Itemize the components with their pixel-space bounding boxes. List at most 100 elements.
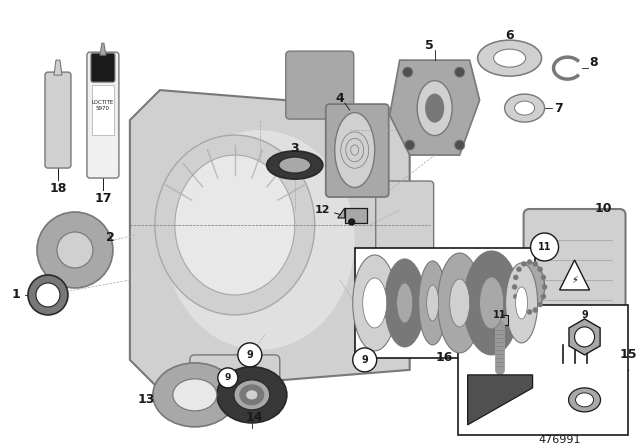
FancyBboxPatch shape bbox=[190, 355, 280, 415]
Text: 18: 18 bbox=[49, 181, 67, 194]
Polygon shape bbox=[559, 260, 589, 290]
Text: 476991: 476991 bbox=[538, 435, 581, 445]
Text: 2: 2 bbox=[106, 232, 115, 245]
Polygon shape bbox=[338, 208, 345, 218]
Ellipse shape bbox=[363, 278, 387, 328]
Ellipse shape bbox=[506, 263, 538, 343]
Circle shape bbox=[218, 368, 238, 388]
Circle shape bbox=[454, 67, 465, 77]
Text: 13: 13 bbox=[138, 393, 155, 406]
Circle shape bbox=[533, 307, 538, 313]
Circle shape bbox=[541, 275, 546, 280]
Ellipse shape bbox=[477, 40, 541, 76]
Ellipse shape bbox=[165, 130, 355, 350]
FancyBboxPatch shape bbox=[376, 181, 434, 269]
Circle shape bbox=[513, 294, 518, 299]
Ellipse shape bbox=[175, 155, 295, 295]
Ellipse shape bbox=[279, 157, 311, 173]
Ellipse shape bbox=[240, 385, 264, 405]
Circle shape bbox=[516, 267, 522, 272]
Text: LOCTITE
5970: LOCTITE 5970 bbox=[92, 100, 114, 111]
Text: 14: 14 bbox=[246, 411, 264, 424]
Circle shape bbox=[522, 261, 526, 267]
Circle shape bbox=[512, 284, 517, 289]
Circle shape bbox=[575, 327, 595, 347]
Polygon shape bbox=[130, 90, 410, 390]
Ellipse shape bbox=[234, 380, 270, 410]
Circle shape bbox=[454, 140, 465, 150]
Text: 17: 17 bbox=[94, 192, 111, 205]
Ellipse shape bbox=[173, 379, 217, 411]
Ellipse shape bbox=[516, 287, 527, 319]
Ellipse shape bbox=[28, 275, 68, 315]
Bar bbox=[355, 248, 534, 358]
Text: 9: 9 bbox=[246, 350, 253, 360]
Bar bbox=[555, 345, 595, 365]
Ellipse shape bbox=[246, 390, 258, 400]
Ellipse shape bbox=[504, 94, 545, 122]
Circle shape bbox=[353, 348, 377, 372]
Text: 5: 5 bbox=[426, 39, 434, 52]
Circle shape bbox=[513, 275, 518, 280]
Text: 12: 12 bbox=[314, 205, 330, 215]
Ellipse shape bbox=[575, 393, 593, 407]
Ellipse shape bbox=[515, 101, 534, 115]
Circle shape bbox=[404, 140, 415, 150]
Polygon shape bbox=[468, 375, 532, 425]
Ellipse shape bbox=[568, 388, 600, 412]
Circle shape bbox=[531, 233, 559, 261]
Ellipse shape bbox=[57, 232, 93, 268]
Text: 6: 6 bbox=[506, 29, 514, 42]
Circle shape bbox=[238, 343, 262, 367]
Ellipse shape bbox=[217, 367, 287, 423]
Ellipse shape bbox=[438, 253, 482, 353]
Ellipse shape bbox=[153, 363, 237, 427]
Bar bbox=[345, 208, 367, 223]
Circle shape bbox=[527, 259, 532, 264]
Ellipse shape bbox=[450, 279, 470, 327]
Ellipse shape bbox=[155, 135, 315, 315]
Ellipse shape bbox=[397, 283, 413, 323]
Ellipse shape bbox=[353, 255, 397, 351]
Ellipse shape bbox=[267, 151, 323, 179]
Text: 1: 1 bbox=[12, 289, 20, 302]
Text: ⚡: ⚡ bbox=[571, 275, 578, 285]
Text: 16: 16 bbox=[436, 351, 453, 364]
Ellipse shape bbox=[385, 259, 425, 347]
FancyBboxPatch shape bbox=[87, 52, 119, 178]
Bar bbox=[92, 85, 114, 135]
Polygon shape bbox=[100, 43, 106, 55]
Circle shape bbox=[538, 267, 543, 272]
Text: 3: 3 bbox=[291, 142, 299, 155]
Ellipse shape bbox=[427, 285, 438, 321]
Text: 9: 9 bbox=[362, 355, 368, 365]
Ellipse shape bbox=[493, 49, 525, 67]
Text: 10: 10 bbox=[595, 202, 612, 215]
Ellipse shape bbox=[426, 94, 444, 122]
Text: 9: 9 bbox=[581, 310, 588, 320]
Circle shape bbox=[516, 302, 522, 307]
FancyBboxPatch shape bbox=[45, 72, 71, 168]
FancyBboxPatch shape bbox=[91, 53, 115, 82]
Text: 11: 11 bbox=[493, 310, 506, 320]
Text: 7: 7 bbox=[555, 102, 563, 115]
Ellipse shape bbox=[417, 81, 452, 136]
Bar bbox=[458, 305, 627, 435]
Ellipse shape bbox=[36, 283, 60, 307]
Polygon shape bbox=[390, 60, 479, 155]
Text: 11: 11 bbox=[538, 242, 551, 252]
FancyBboxPatch shape bbox=[326, 104, 388, 197]
Ellipse shape bbox=[419, 261, 447, 345]
Text: 15: 15 bbox=[620, 349, 637, 362]
Polygon shape bbox=[54, 60, 62, 75]
Circle shape bbox=[542, 284, 547, 289]
Text: 4: 4 bbox=[335, 91, 344, 104]
Circle shape bbox=[349, 219, 355, 225]
Circle shape bbox=[533, 261, 538, 267]
Ellipse shape bbox=[515, 262, 545, 312]
Circle shape bbox=[541, 294, 546, 299]
FancyBboxPatch shape bbox=[286, 51, 354, 119]
Circle shape bbox=[403, 67, 413, 77]
Circle shape bbox=[527, 310, 532, 314]
FancyBboxPatch shape bbox=[524, 209, 625, 366]
